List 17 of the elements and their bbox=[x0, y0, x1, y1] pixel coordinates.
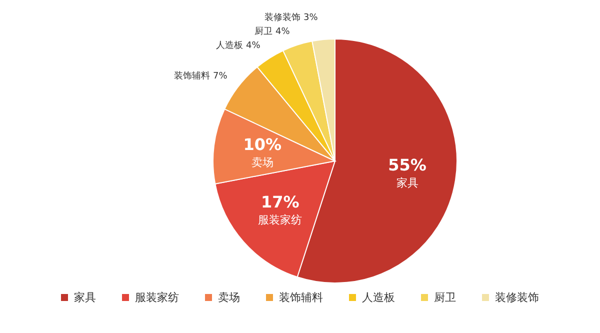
slice-label: 卖场 bbox=[251, 156, 274, 169]
data-label: 10% bbox=[243, 134, 282, 154]
legend-label: 服装家纺 bbox=[135, 290, 179, 305]
category-label: 厨卫 4% bbox=[254, 27, 290, 38]
category-label: 装修装饰 3% bbox=[264, 13, 318, 24]
slice-label: 服装家纺 bbox=[258, 213, 302, 226]
legend-label: 装饰辅料 bbox=[279, 290, 323, 305]
category-label: 人造板 4% bbox=[216, 41, 260, 52]
legend-label: 人造板 bbox=[362, 290, 395, 305]
legend-label: 厨卫 bbox=[434, 290, 456, 305]
category-label: 装饰辅料 7% bbox=[174, 71, 228, 82]
slice-label: 家具 bbox=[396, 176, 418, 190]
legend-label: 装修装饰 bbox=[495, 290, 539, 305]
legend-label: 卖场 bbox=[218, 290, 240, 305]
data-label: 17% bbox=[260, 192, 300, 212]
data-label: 55% bbox=[388, 155, 426, 174]
legend-label: 家具 bbox=[74, 290, 96, 305]
